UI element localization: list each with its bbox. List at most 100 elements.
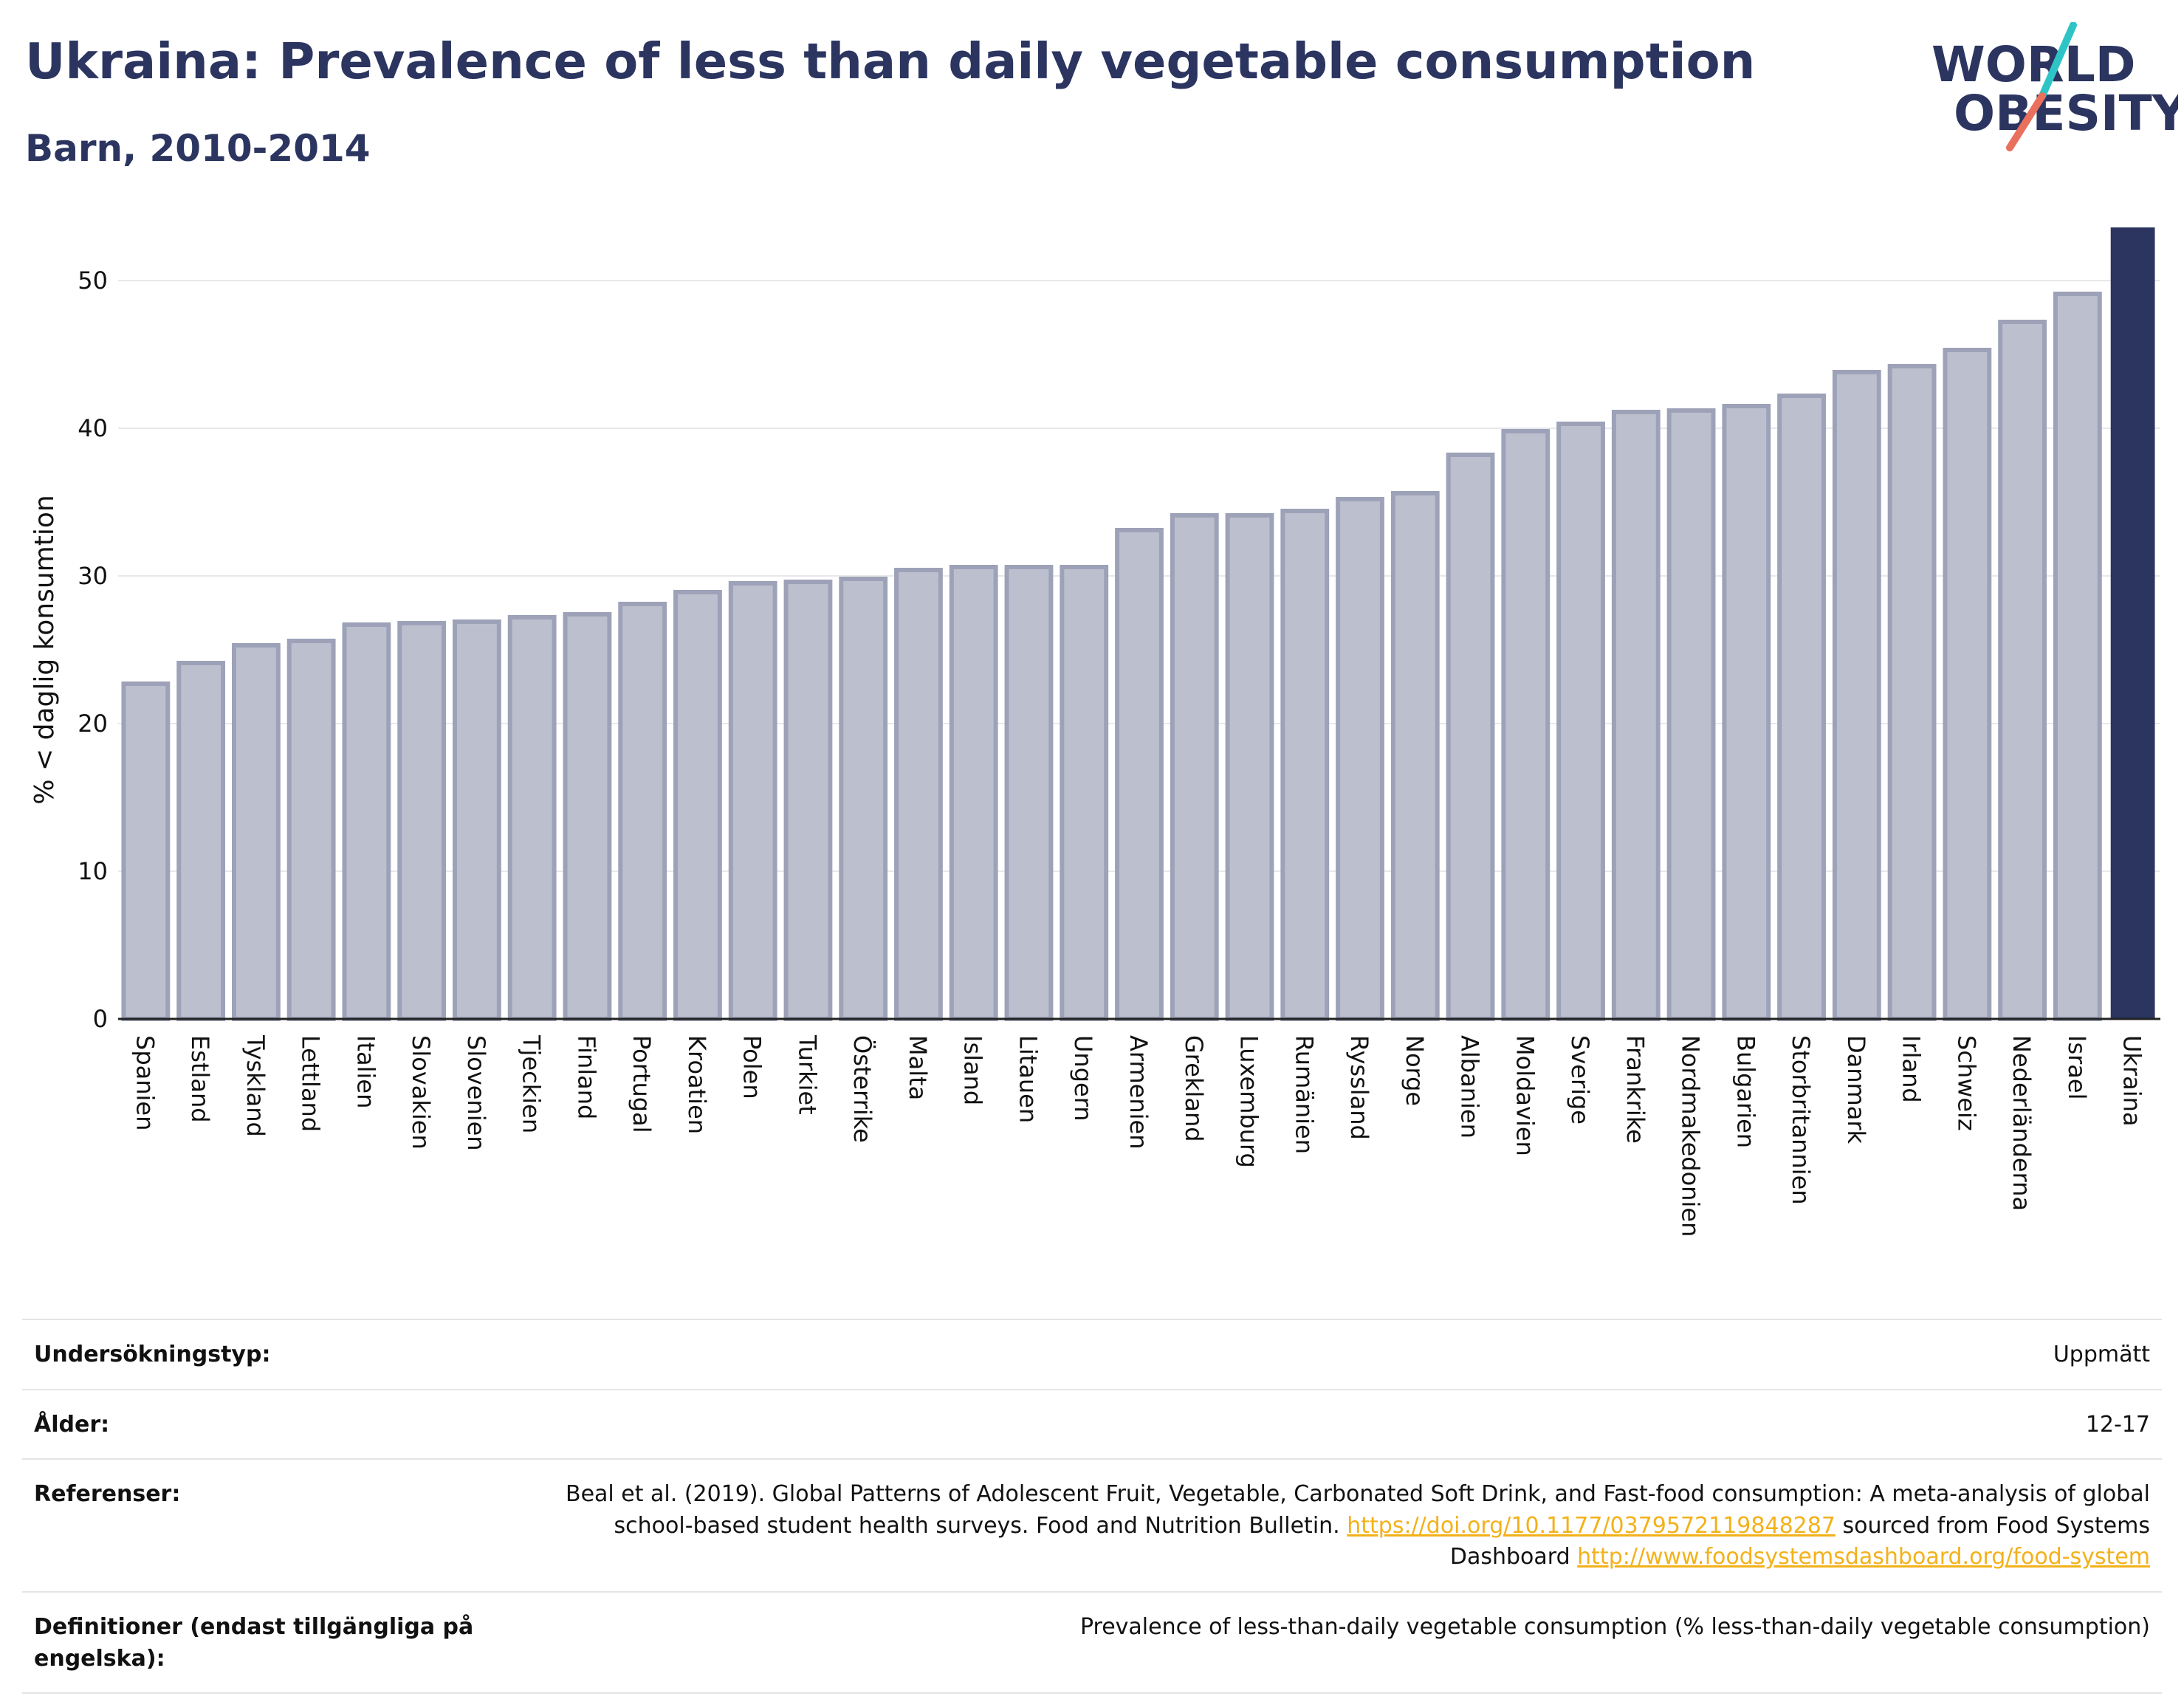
y-axis-ticks: 0 10 20 30 40 50 (78, 267, 108, 1033)
y-tick-label: 50 (78, 267, 108, 295)
x-tick-label: Lettland (297, 1035, 325, 1132)
bar-estland (176, 661, 226, 1021)
x-tick-label: Ungern (1069, 1035, 1097, 1122)
world-obesity-logo: WORLD OBESITY (1931, 22, 2178, 151)
x-tick-label: Luxemburg (1235, 1035, 1263, 1168)
doi-link[interactable]: https://doi.org/10.1177/0379572119848287 (1347, 1512, 1836, 1539)
x-tick-label: Rumänien (1290, 1035, 1318, 1154)
x-tick-label: Moldavien (1511, 1035, 1539, 1156)
food-systems-dashboard-link[interactable]: http://www.foodsystemsdashboard.org/food… (1577, 1544, 2150, 1570)
x-tick-label: Armenien (1124, 1035, 1153, 1149)
x-tick-label: Norge (1401, 1035, 1429, 1106)
bar-israel (2053, 292, 2102, 1021)
x-tick-label: Malta (904, 1035, 932, 1100)
x-tick-label: Italien (351, 1035, 380, 1108)
bar-österrike (839, 577, 888, 1021)
references-row: Referenser: Beal et al. (2019). Global P… (22, 1458, 2162, 1593)
x-tick-label: Kroatien (683, 1035, 711, 1134)
bar-luxemburg (1225, 513, 1274, 1021)
bar-ukraina (2110, 227, 2155, 1019)
x-tick-label: Litauen (1014, 1035, 1042, 1123)
x-tick-label: Slovakien (407, 1035, 435, 1150)
bar-storbritannien (1777, 394, 1826, 1021)
y-tick-label: 30 (78, 562, 108, 590)
x-tick-label: Ukraina (2118, 1035, 2146, 1127)
x-tick-label: Slovenien (462, 1035, 490, 1151)
bar-finland (563, 612, 612, 1021)
bar-ungern (1060, 565, 1109, 1021)
chart-subtitle: Barn, 2010-2014 (25, 127, 371, 170)
metadata-table: Undersökningstyp: Uppmätt Ålder: 12-17 R… (22, 1319, 2162, 1695)
x-tick-label: Tjeckien (518, 1034, 546, 1133)
references-text-1: Beal et al. (2019). Global Patterns of A… (565, 1481, 2150, 1539)
x-tick-label: Irland (1898, 1035, 1926, 1103)
x-tick-label: Bulgarien (1731, 1035, 1759, 1148)
bar-danmark (1832, 370, 1881, 1021)
x-tick-label: Nordmakedonien (1677, 1035, 1705, 1237)
bar-albanien (1446, 453, 1495, 1021)
x-tick-label: Estland (186, 1035, 214, 1123)
x-tick-label: Finland (572, 1035, 600, 1119)
x-tick-label: Polen (738, 1035, 766, 1099)
definitions-label: Definitioner (endast tillgängliga på eng… (22, 1590, 518, 1695)
bar-tyskland (231, 643, 281, 1021)
bar-ryssland (1336, 497, 1384, 1021)
bars (121, 227, 2155, 1021)
bar-turkiet (783, 580, 833, 1021)
bar-italien (342, 622, 391, 1021)
x-tick-label: Nederländerna (2008, 1035, 2036, 1211)
bar-spanien (121, 682, 171, 1021)
bar-kroatien (673, 590, 722, 1021)
bar-frankrike (1611, 410, 1661, 1021)
bar-tjeckien (507, 615, 557, 1021)
bar-polen (728, 581, 777, 1021)
x-tick-label: Ryssland (1345, 1035, 1373, 1140)
logo-text-world: WORLD (1931, 36, 2136, 93)
x-tick-label: Spanien (131, 1035, 159, 1130)
x-tick-label: Tyskland (241, 1034, 269, 1137)
bar-portugal (618, 602, 667, 1021)
x-tick-label: Storbritannien (1787, 1035, 1815, 1205)
age-value: 12-17 (518, 1388, 2162, 1460)
bar-nederländerna (1998, 320, 2047, 1021)
bar-nordmakedonien (1666, 408, 1716, 1021)
bar-sverige (1556, 422, 1605, 1021)
y-axis-label: % < daglig konsumtion (30, 495, 60, 804)
survey-type-value: Uppmätt (518, 1319, 2162, 1390)
bar-bulgarien (1722, 404, 1771, 1021)
x-tick-label: Turkiet (793, 1034, 821, 1115)
x-tick-label: Portugal (628, 1035, 656, 1133)
definitions-value: Prevalence of less-than-daily vegetable … (518, 1590, 2162, 1695)
bar-rumänien (1280, 509, 1330, 1021)
survey-type-label: Undersökningstyp: (22, 1319, 518, 1390)
x-tick-label: Island (959, 1035, 987, 1105)
logo-slash-teal (2039, 22, 2077, 100)
y-tick-label: 10 (78, 857, 108, 885)
y-tick-label: 40 (78, 414, 108, 442)
references-value: Beal et al. (2019). Global Patterns of A… (518, 1458, 2162, 1593)
x-tick-label: Danmark (1842, 1035, 1870, 1144)
age-row: Ålder: 12-17 (22, 1388, 2162, 1460)
bar-irland (1887, 364, 1937, 1021)
references-label: Referenser: (22, 1458, 518, 1593)
bar-grekland (1170, 513, 1219, 1021)
bar-litauen (1004, 565, 1054, 1021)
x-tick-label: Österrike (848, 1035, 876, 1143)
y-tick-label: 0 (93, 1005, 108, 1033)
definitions-row: Definitioner (endast tillgängliga på eng… (22, 1590, 2162, 1695)
x-tick-label: Grekland (1180, 1035, 1208, 1142)
chart-title: Ukraina: Prevalence of less than daily v… (25, 32, 1756, 90)
y-tick-label: 20 (78, 710, 108, 738)
x-tick-label: Albanien (1456, 1035, 1484, 1139)
bar-armenien (1115, 528, 1164, 1021)
bar-island (949, 565, 998, 1021)
bar-slovakien (397, 621, 447, 1021)
bar-moldavien (1501, 429, 1551, 1021)
x-axis-tick-labels: Spanien Estland Tyskland Lettland Italien Slo… (131, 1034, 2146, 1237)
x-tick-label: Frankrike (1621, 1035, 1649, 1144)
x-tick-label: Sverige (1566, 1035, 1594, 1125)
logo-text-obesity: OBESITY (1954, 85, 2178, 142)
bar-slovenien (453, 619, 501, 1021)
bar-malta (894, 568, 943, 1021)
survey-type-row: Undersökningstyp: Uppmätt (22, 1319, 2162, 1390)
